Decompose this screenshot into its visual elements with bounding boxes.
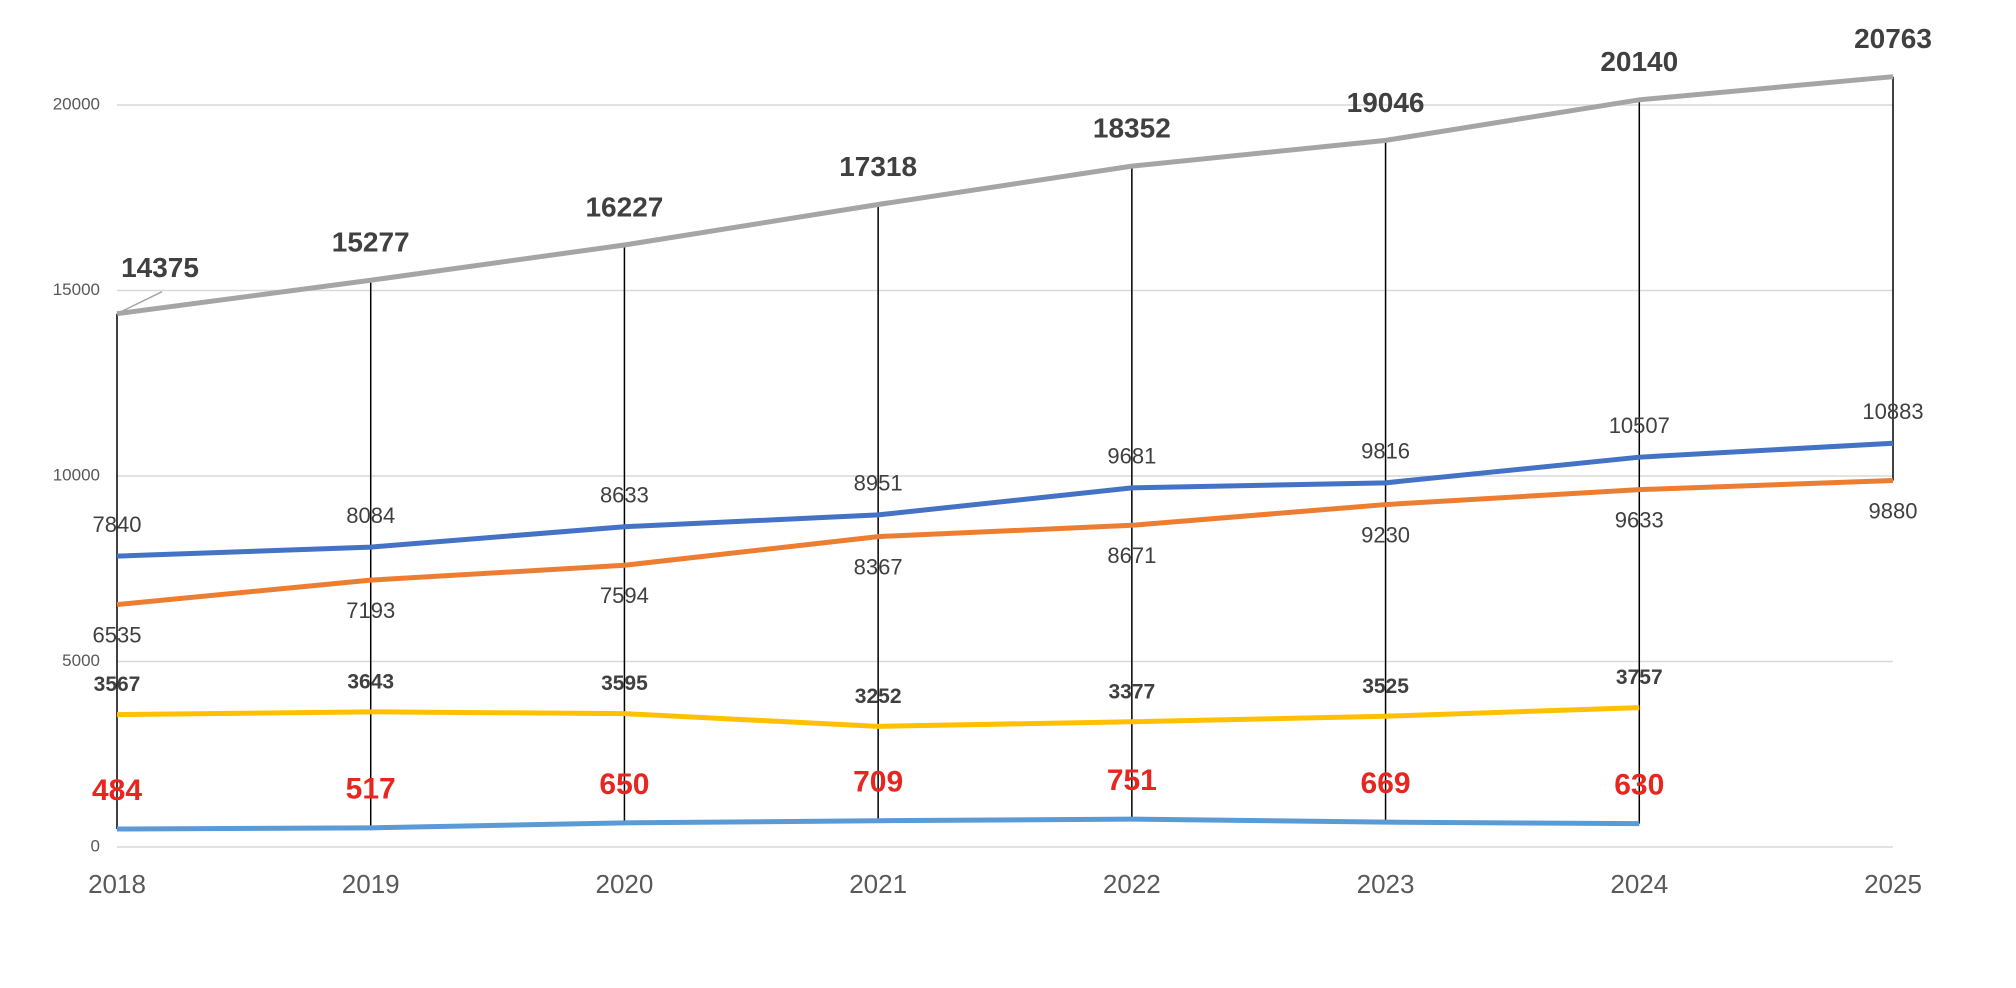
x-tick-label: 2025: [1864, 869, 1922, 899]
data-label: 8633: [600, 483, 649, 508]
data-label: 9816: [1361, 439, 1410, 464]
data-label: 20140: [1600, 46, 1678, 77]
data-label: 19046: [1347, 87, 1425, 118]
x-tick-label: 2021: [849, 869, 907, 899]
data-label: 8951: [854, 471, 903, 496]
data-label: 20763: [1854, 23, 1932, 54]
data-label: 10883: [1862, 399, 1923, 424]
x-tick-label: 2024: [1610, 869, 1668, 899]
data-label: 484: [92, 774, 142, 807]
series-line: [116, 477, 1894, 608]
data-label: 16227: [585, 191, 663, 222]
series-line: [116, 440, 1894, 559]
x-tick-label: 2018: [88, 869, 146, 899]
data-label: 7840: [93, 512, 142, 537]
data-label: 8367: [854, 554, 903, 579]
data-label: 10507: [1609, 413, 1670, 438]
data-label: 7193: [346, 598, 395, 623]
data-label: 517: [346, 773, 396, 806]
data-label: 9681: [1107, 444, 1156, 469]
y-tick-label: 10000: [53, 465, 100, 484]
leader-line: [116, 291, 163, 315]
data-label: 7594: [600, 583, 649, 608]
data-label: 3567: [94, 673, 141, 696]
series-line: [116, 74, 1894, 317]
data-label: 8084: [346, 503, 395, 528]
data-label: 630: [1614, 769, 1664, 802]
x-tick-label: 2023: [1357, 869, 1415, 899]
data-label: 8671: [1107, 543, 1156, 568]
data-label: 18352: [1093, 113, 1171, 144]
data-label: 669: [1361, 767, 1411, 800]
data-label: 650: [599, 768, 649, 801]
data-label: 3757: [1616, 666, 1663, 689]
series-line: [116, 816, 1640, 832]
data-label: 9230: [1361, 522, 1410, 547]
data-label: 15277: [332, 227, 410, 258]
x-tick-label: 2019: [342, 869, 400, 899]
data-label: 3595: [601, 672, 648, 695]
data-label: 709: [853, 766, 903, 799]
data-label: 14375: [121, 252, 199, 283]
data-label: 17318: [839, 151, 917, 182]
data-label: 9880: [1869, 498, 1918, 523]
data-label: 9633: [1615, 507, 1664, 532]
data-label: 3377: [1108, 680, 1155, 703]
data-label: 3643: [347, 670, 394, 693]
data-label: 751: [1107, 764, 1157, 797]
x-tick-label: 2020: [596, 869, 654, 899]
data-label: 3525: [1362, 675, 1409, 698]
y-tick-label: 15000: [53, 280, 100, 299]
y-tick-label: 5000: [62, 651, 100, 670]
data-label: 6535: [93, 622, 142, 647]
x-tick-label: 2022: [1103, 869, 1161, 899]
data-label: 3252: [855, 685, 902, 708]
series-line: [116, 705, 1640, 729]
y-tick-label: 0: [91, 836, 100, 855]
y-tick-label: 20000: [53, 94, 100, 113]
